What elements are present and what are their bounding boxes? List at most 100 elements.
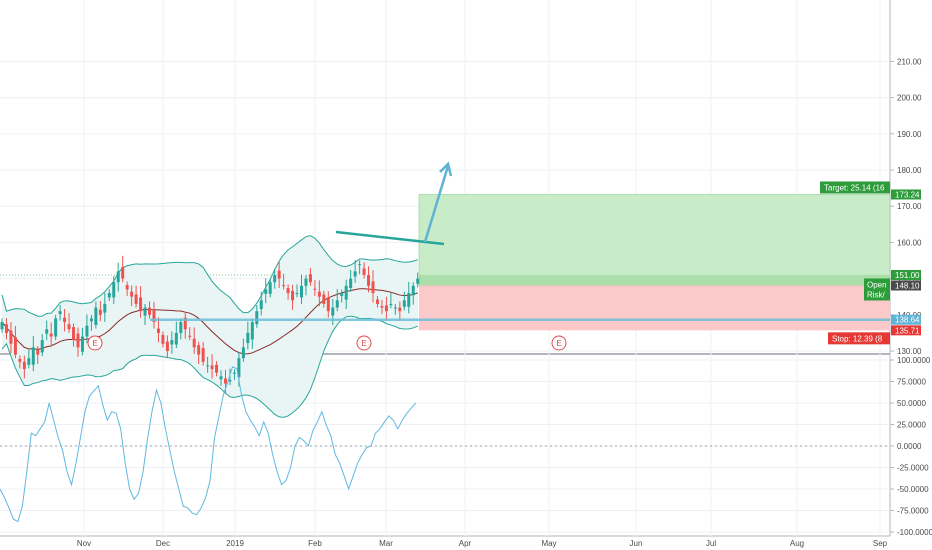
candle-body — [170, 340, 174, 345]
time-tick-label: Aug — [790, 539, 804, 548]
candle-body — [344, 285, 348, 300]
band-fill — [2, 235, 418, 418]
candle-body — [89, 318, 93, 322]
oscillator-tick-label: 50.0000 — [897, 399, 926, 408]
time-axis[interactable]: Nov Dec 2019 Feb Mar Apr May Jun Jul Aug Sep — [77, 539, 888, 548]
candle-body — [103, 303, 107, 313]
candle-body — [18, 358, 22, 362]
candle-body — [299, 285, 303, 298]
price-label-text: 173.24 — [895, 190, 920, 199]
candle-body — [402, 300, 406, 307]
candle-body — [389, 303, 393, 305]
upper-band — [1, 235, 418, 317]
candle-body — [134, 294, 138, 304]
price-label-text: 148.10 — [895, 281, 920, 290]
price-tick-label: 210.00 — [897, 57, 922, 66]
candle-body — [349, 278, 353, 289]
earnings-label: E — [361, 339, 366, 348]
candle-body — [148, 307, 152, 315]
price-tick-label: 190.00 — [897, 130, 922, 139]
candle-body — [228, 379, 232, 382]
stop-label-box — [828, 332, 890, 345]
time-tick-label: Feb — [308, 539, 322, 548]
candle-body — [291, 290, 295, 301]
oscillator-tick-label: -75.0000 — [897, 507, 929, 516]
candle-body — [264, 289, 268, 294]
candle-body — [398, 307, 402, 312]
candle-body — [273, 274, 277, 283]
stop-label-text: Stop: 12.39 (8 — [832, 334, 883, 343]
candles — [0, 255, 420, 393]
open-label-text: Open — [867, 280, 887, 289]
candle-body — [282, 285, 286, 287]
oscillator-axis[interactable]: 100.0000 75.0000 50.0000 25.0000 0.0000 -25.0… — [890, 356, 932, 537]
long-position-tool[interactable] — [418, 194, 891, 331]
target-label-text: Target: 25.14 (16 — [824, 183, 885, 192]
candle-body — [206, 365, 210, 367]
candle-body — [174, 332, 178, 345]
candle-body — [416, 278, 420, 284]
candle-body — [375, 299, 379, 304]
profit-band — [419, 274, 890, 286]
candle-body — [165, 341, 169, 351]
time-tick-label: 2019 — [226, 539, 244, 548]
earnings-marker — [356, 335, 372, 351]
candle-body — [72, 327, 76, 341]
basis-line — [1, 288, 418, 355]
candle-body — [125, 285, 129, 290]
candle-body — [130, 291, 134, 297]
candle-body — [362, 268, 366, 275]
time-tick-label: Jun — [630, 539, 643, 548]
candle-body — [407, 293, 411, 307]
candle-body — [411, 285, 415, 296]
candle-body — [98, 309, 102, 315]
oscillator-tick-label: -50.0000 — [897, 485, 929, 494]
earnings-label: E — [556, 339, 561, 348]
candle-body — [179, 322, 183, 333]
oscillator-series — [0, 366, 417, 523]
risk-label-text: Risk/ — [867, 290, 886, 299]
candle-body — [40, 340, 44, 353]
candle-body — [219, 376, 223, 380]
candle-body — [116, 271, 120, 283]
candle-body — [308, 274, 312, 283]
time-tick-label: Nov — [77, 539, 91, 548]
time-tick-label: Apr — [459, 539, 472, 548]
price-label-box — [891, 325, 921, 336]
candle-body — [322, 294, 326, 304]
oscillator-tick-label: 0.0000 — [897, 442, 922, 451]
candle-body — [295, 293, 299, 295]
candle-body — [0, 322, 4, 330]
candle-body — [58, 311, 62, 315]
oscillator-tick-label: 25.0000 — [897, 421, 926, 430]
candle-body — [286, 288, 290, 294]
price-axis[interactable]: 210.00200.00190.00180.00170.00160.00150.… — [890, 57, 922, 356]
price-label-box — [891, 280, 921, 291]
candle-body — [317, 291, 321, 297]
time-tick-label: Jul — [706, 539, 716, 548]
target-label-box — [820, 181, 890, 194]
oscillator-tick-label: -25.0000 — [897, 464, 929, 473]
candle-body — [371, 281, 375, 294]
candle-body — [326, 297, 330, 312]
candle-body — [224, 378, 227, 384]
lower-band — [1, 315, 418, 418]
candle-body — [152, 310, 156, 323]
time-tick-label: Dec — [156, 539, 170, 548]
candle-body — [188, 335, 192, 337]
loss-zone — [419, 285, 890, 331]
candle-body — [31, 347, 35, 365]
candle-body — [250, 322, 254, 340]
candle-body — [4, 324, 8, 333]
price-tick-label: 160.00 — [897, 238, 922, 247]
candle-body — [268, 282, 272, 294]
bollinger-bands — [1, 235, 418, 418]
target-arrow — [423, 165, 450, 243]
candle-body — [192, 338, 196, 348]
candle-body — [304, 278, 308, 286]
oscillator-line — [0, 366, 417, 523]
candle-body — [143, 307, 147, 316]
